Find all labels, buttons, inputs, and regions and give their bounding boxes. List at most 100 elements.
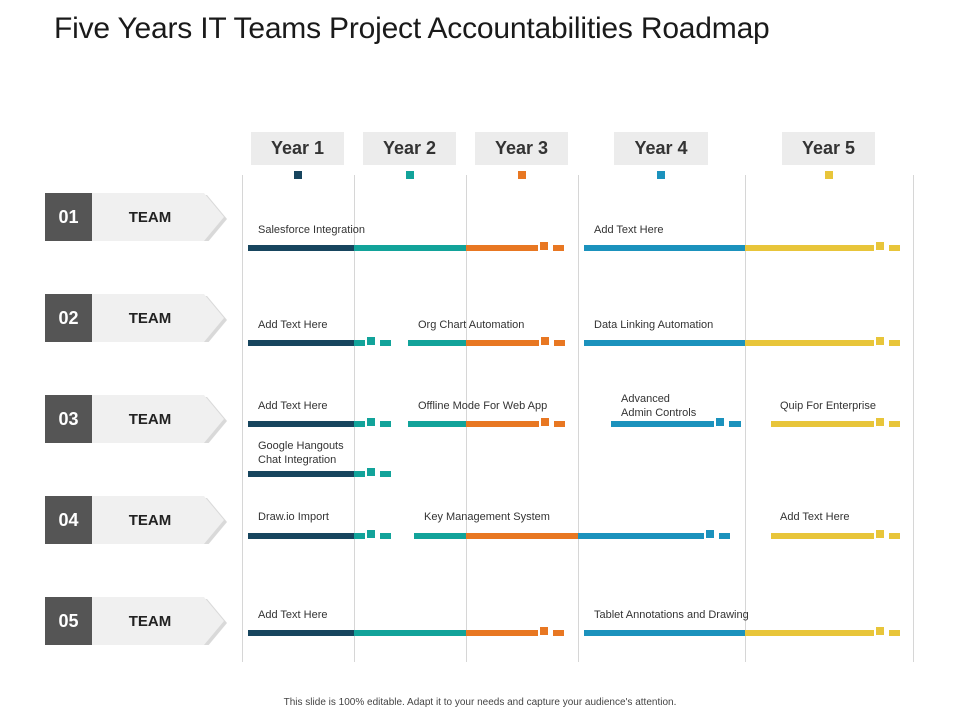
bar-segment xyxy=(354,630,466,636)
footer-note: This slide is 100% editable. Adapt it to… xyxy=(283,697,677,708)
milestone-marker xyxy=(365,335,377,347)
team-number-5: 05 xyxy=(45,597,92,645)
grid-line-3 xyxy=(466,175,467,662)
bar-segment xyxy=(466,630,539,636)
milestone-marker xyxy=(538,625,550,637)
bar-segment xyxy=(466,340,540,346)
team-number-4: 04 xyxy=(45,496,92,544)
bar-segment xyxy=(354,421,366,427)
team-label-text: TEAM xyxy=(128,309,172,327)
year-marker-5 xyxy=(825,171,833,179)
team-label-text: TEAM xyxy=(128,410,172,428)
year-marker-2 xyxy=(406,171,414,179)
bar-segment xyxy=(584,245,745,251)
task-label: Add Text Here xyxy=(258,319,328,331)
bar-segment xyxy=(380,533,391,539)
bar-segment xyxy=(889,340,900,346)
bar-segment xyxy=(889,421,900,427)
bar-segment xyxy=(354,471,366,477)
task-label: Add Text Here xyxy=(258,609,328,621)
team-label-text: TEAM xyxy=(128,208,172,226)
page-title: Five Years IT Teams Project Accountabili… xyxy=(54,12,770,45)
arrow-tag-shape xyxy=(92,193,227,241)
task-label: Data Linking Automation xyxy=(594,319,714,331)
task-label: Quip For Enterprise xyxy=(780,400,876,412)
bar-segment xyxy=(380,340,391,346)
bar-segment xyxy=(719,533,730,539)
grid-line-6 xyxy=(913,175,914,662)
arrow-tag-shape xyxy=(92,597,227,645)
bar-segment xyxy=(889,630,900,636)
year-marker-4 xyxy=(657,171,665,179)
bar-segment xyxy=(248,340,354,346)
year-header-2: Year 2 xyxy=(363,132,456,165)
bar-segment xyxy=(729,421,741,427)
team-number-1: 01 xyxy=(45,193,92,241)
team-label-5: TEAM xyxy=(92,597,227,645)
bar-segment xyxy=(408,340,466,346)
milestone-marker xyxy=(874,528,886,540)
team-label-text: TEAM xyxy=(128,612,172,630)
team-label-4: TEAM xyxy=(92,496,227,544)
bar-segment xyxy=(554,340,565,346)
bar-segment xyxy=(745,245,875,251)
grid-line-2 xyxy=(354,175,355,662)
milestone-marker xyxy=(539,416,551,428)
bar-segment xyxy=(354,533,366,539)
bar-segment xyxy=(554,421,565,427)
milestone-marker xyxy=(874,335,886,347)
bar-segment xyxy=(553,630,564,636)
bar-segment xyxy=(771,533,875,539)
task-label: Google Hangouts Chat Integration xyxy=(258,440,344,466)
arrow-tag-shape xyxy=(92,496,227,544)
bar-segment xyxy=(771,421,875,427)
bar-segment xyxy=(889,245,900,251)
year-header-4: Year 4 xyxy=(614,132,708,165)
bar-segment xyxy=(380,421,391,427)
bar-segment xyxy=(466,533,578,539)
milestone-marker xyxy=(704,528,716,540)
bar-segment xyxy=(248,533,354,539)
task-label: Offline Mode For Web App xyxy=(418,400,548,412)
task-label: Advanced Admin Controls xyxy=(621,393,697,419)
task-label: Tablet Annotations and Drawing xyxy=(594,609,749,621)
bar-segment xyxy=(380,471,391,477)
bar-segment xyxy=(466,421,540,427)
bar-segment xyxy=(611,421,715,427)
bar-segment xyxy=(408,421,466,427)
bar-segment xyxy=(584,340,745,346)
grid-line-5 xyxy=(745,175,746,662)
team-label-1: TEAM xyxy=(92,193,227,241)
arrow-tag-shape xyxy=(92,395,227,443)
bar-segment xyxy=(248,471,354,477)
team-label-3: TEAM xyxy=(92,395,227,443)
year-header-3: Year 3 xyxy=(475,132,568,165)
year-marker-1 xyxy=(294,171,302,179)
milestone-marker xyxy=(874,416,886,428)
task-label: Add Text Here xyxy=(258,400,328,412)
team-label-text: TEAM xyxy=(128,511,172,529)
team-number-3: 03 xyxy=(45,395,92,443)
year-header-5: Year 5 xyxy=(782,132,875,165)
bar-segment xyxy=(889,533,900,539)
task-label: Salesforce Integration xyxy=(258,224,366,236)
milestone-marker xyxy=(874,240,886,252)
bar-segment xyxy=(248,630,354,636)
bar-segment xyxy=(248,245,354,251)
team-label-2: TEAM xyxy=(92,294,227,342)
year-marker-3 xyxy=(518,171,526,179)
task-label: Key Management System xyxy=(424,511,550,523)
bar-segment xyxy=(584,630,745,636)
grid-line-4 xyxy=(578,175,579,662)
task-label: Draw.io Import xyxy=(258,511,329,523)
milestone-marker xyxy=(539,335,551,347)
arrow-tag-shape xyxy=(92,294,227,342)
bar-segment xyxy=(578,533,705,539)
task-label: Org Chart Automation xyxy=(418,319,525,331)
milestone-marker xyxy=(874,625,886,637)
bar-segment xyxy=(745,630,875,636)
milestone-marker xyxy=(714,416,726,428)
year-header-1: Year 1 xyxy=(251,132,344,165)
bar-segment xyxy=(466,245,539,251)
grid-line-1 xyxy=(242,175,243,662)
